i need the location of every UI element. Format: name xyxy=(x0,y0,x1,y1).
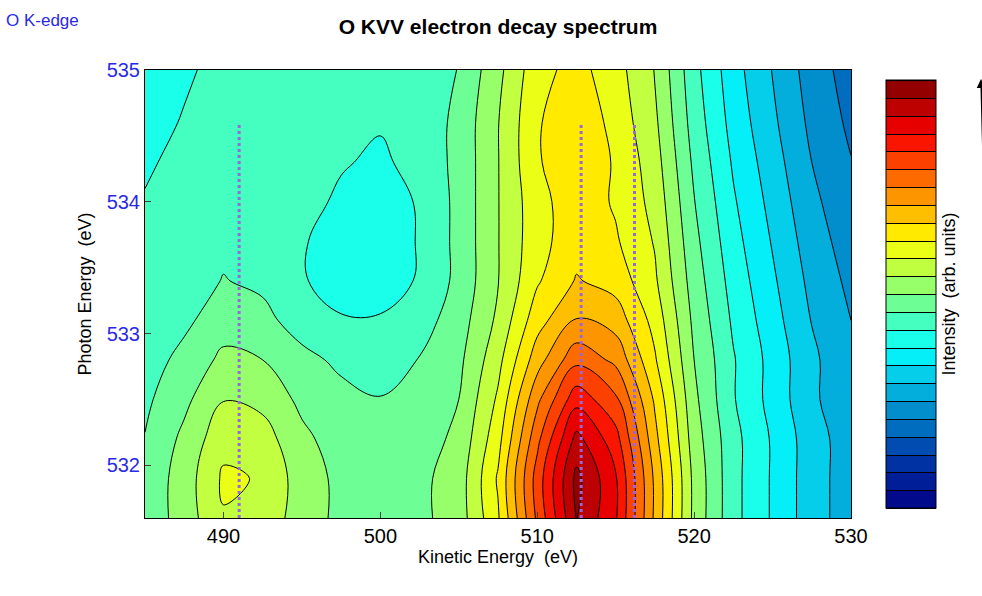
svg-text:O KVV electron decay spectrum: O KVV electron decay spectrum xyxy=(339,15,658,38)
svg-text:Photon Energy (eV): Photon Energy (eV) xyxy=(75,212,95,375)
svg-text:520: 520 xyxy=(677,525,710,547)
svg-text:530: 530 xyxy=(834,525,867,547)
svg-text:O K-edge: O K-edge xyxy=(6,11,79,30)
svg-text:Intensity (arb. units): Intensity (arb. units) xyxy=(939,212,959,375)
svg-text:490: 490 xyxy=(207,525,240,547)
svg-text:Kinetic Energy (eV): Kinetic Energy (eV) xyxy=(418,547,578,567)
svg-text:535: 535 xyxy=(107,59,140,81)
svg-text:534: 534 xyxy=(107,191,140,213)
svg-text:532: 532 xyxy=(107,454,140,476)
svg-text:500: 500 xyxy=(364,525,397,547)
svg-text:510: 510 xyxy=(521,525,554,547)
svg-text:533: 533 xyxy=(107,323,140,345)
